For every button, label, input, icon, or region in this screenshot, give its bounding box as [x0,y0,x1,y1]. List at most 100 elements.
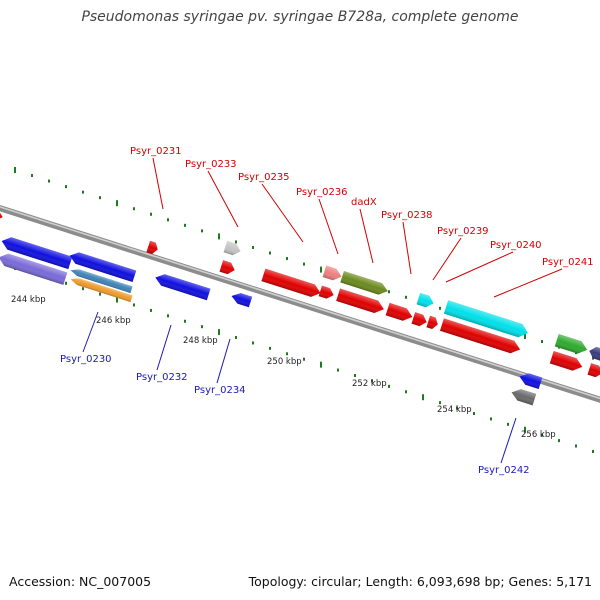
gene-arrow-shade [336,288,384,314]
tick-dot [286,257,288,261]
gene-arrow-shade [261,268,321,297]
gene-arrow-shade [411,312,427,327]
gene-arrow-shade [554,333,588,354]
gene-arrow [318,285,334,299]
leader-line [359,208,374,264]
gene-label-psyr-0233: Psyr_0233 [185,159,237,170]
gene-arrow [439,318,521,354]
gene-arrow [1,237,73,270]
tick-dot [31,174,33,178]
gene-arrow [0,253,68,285]
tick-dot [218,329,220,336]
tick-dot [405,295,407,299]
tick-dot [65,185,67,189]
leader-line [493,268,563,298]
genome-backbone [0,197,600,411]
tick-dot [490,417,492,421]
tick-dot [201,325,203,329]
gene-arrow-shade [1,237,73,270]
leader-line [82,311,99,353]
tick-dot [133,207,135,211]
tick-dot [388,384,390,388]
gene-arrow-shade [69,252,137,283]
leader-line [445,251,514,283]
gene-features [0,208,600,406]
gene-labels-bottom: Psyr_0230 Psyr_0232 Psyr_0234 Psyr_0242 [60,354,530,476]
tick-dot [592,449,594,453]
label-leader-lines [82,157,563,464]
gene-arrow [261,268,321,297]
gene-arrow-shade [318,285,334,299]
leader-line [216,338,231,384]
scale-label: 248 kbp [183,336,218,346]
gene-label-psyr-0235: Psyr_0235 [238,172,290,183]
gene-arrow [443,300,528,338]
gene-arrow-shade [589,346,600,361]
leader-line [402,221,412,275]
tick-dot [99,292,101,296]
scale-label: 244 kbp [11,295,46,305]
scale-label: 256 kbp [521,430,556,440]
scale-labels: 244 kbp 246 kbp 248 kbp 250 kbp 252 kbp … [11,295,556,440]
tick-dot [388,290,390,294]
gene-arrow-shade [340,270,388,295]
tick-dot [269,251,271,255]
scale-label: 252 kbp [352,379,387,389]
tick-dot [507,422,509,426]
gene-arrow-shade [443,300,528,338]
tick-dot [320,361,322,368]
tick-dot-rows [14,167,594,453]
gene-label-psyr-0242: Psyr_0242 [478,465,530,476]
leader-line [152,157,164,210]
gene-arrow-shade [70,278,133,303]
gene-arrow-shade [223,240,241,256]
leader-line [432,237,462,281]
gene-arrow [70,269,133,294]
tick-dot [235,240,237,244]
accession-text: Accession: NC_007005 [9,574,152,589]
tick-dot [150,212,152,216]
gene-arrow [519,373,543,390]
tick-dot [99,196,101,200]
gene-arrow-shade [231,293,253,308]
tick-dot [133,303,135,307]
tick-dot [167,218,169,222]
tick-dot [303,357,305,361]
tick-dot [473,411,475,415]
gene-arrow-shade [146,240,158,255]
leader-line [500,417,517,464]
scale-label: 250 kbp [267,357,302,367]
tick-dot [541,433,543,437]
tick-dot [575,444,577,448]
tick-dot [252,245,254,249]
tick-dot [167,314,169,318]
tick-dot [184,319,186,323]
tick-dot [184,223,186,227]
gene-label-psyr-0241: Psyr_0241 [542,257,594,268]
gene-arrow-shade [511,389,537,406]
tick-dot [14,167,16,173]
tick-dot [439,401,441,405]
gene-arrow [385,302,413,321]
gene-label-psyr-0231: Psyr_0231 [130,146,182,157]
gene-arrow [155,274,211,301]
gene-arrow-shade [426,315,438,330]
tick-dot [150,308,152,312]
gene-arrow [336,288,384,314]
gene-label-psyr-0232: Psyr_0232 [136,372,188,383]
gene-arrow [70,278,133,303]
gene-label-psyr-0240: Psyr_0240 [490,240,542,251]
gene-arrow [223,240,241,256]
gene-arrow-shade [219,260,235,275]
gene-arrow [426,315,438,330]
map-title: Pseudomonas syringae pv. syringae B728a,… [81,9,519,25]
gene-labels-top: Psyr_0231 Psyr_0233 Psyr_0235 Psyr_0236 … [130,146,594,268]
gene-arrow-shade [587,363,600,378]
tick-dot [303,262,305,266]
leader-line [156,324,172,371]
tick-dot [524,426,526,433]
tick-dot [422,394,424,401]
tick-dot [541,340,543,344]
tick-dot [439,306,441,310]
